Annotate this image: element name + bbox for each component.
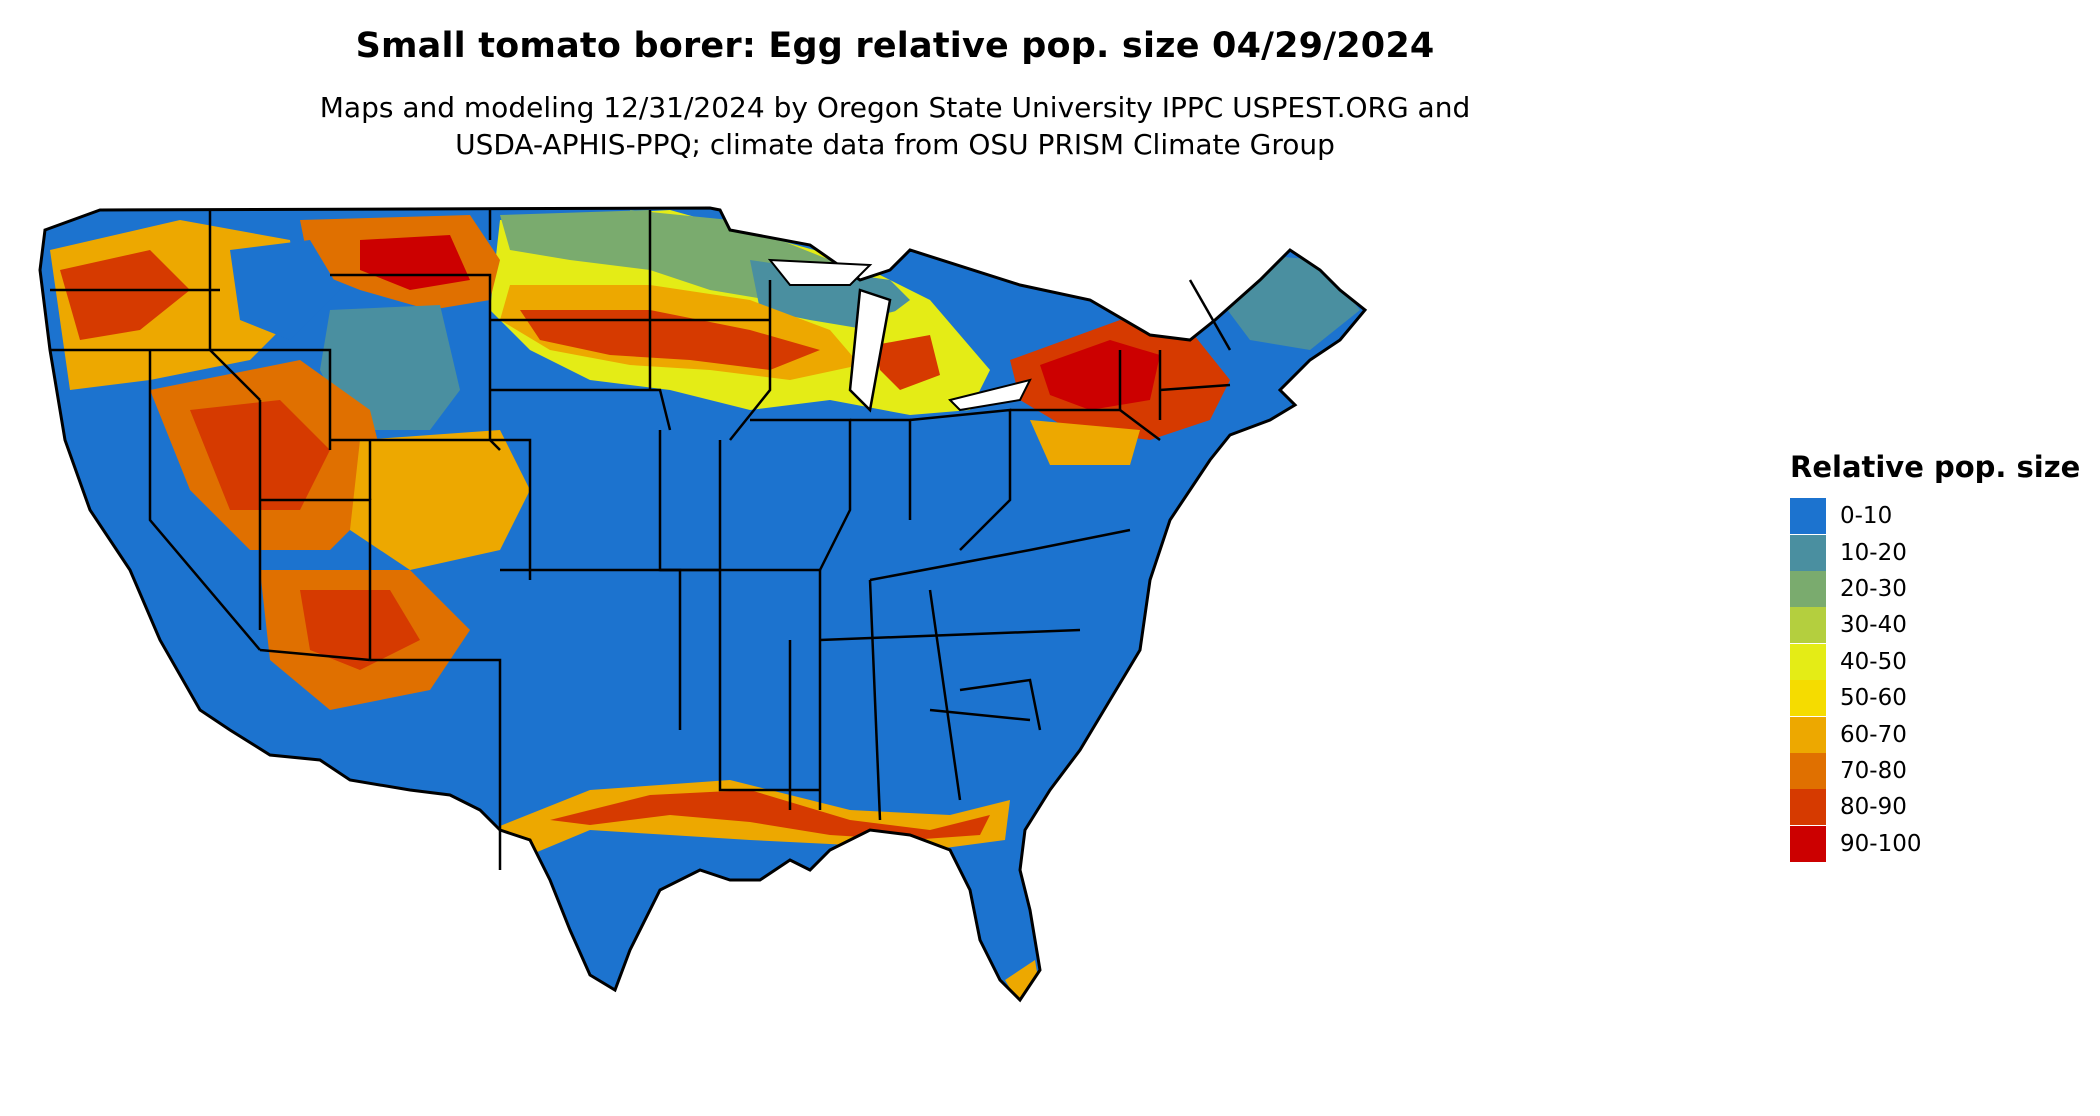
- zone-pa-orange: [1030, 420, 1140, 465]
- legend-swatch: [1790, 534, 1826, 571]
- subtitle-line-2: USDA-APHIS-PPQ; climate data from OSU PR…: [455, 128, 1335, 161]
- map-title: Small tomato borer: Egg relative pop. si…: [355, 26, 1435, 66]
- legend-label: 20-30: [1840, 575, 1907, 602]
- legend-label: 60-70: [1840, 721, 1907, 748]
- legend-swatch: [1790, 680, 1826, 717]
- legend-item: 30-40: [1790, 607, 2080, 644]
- legend-label: 50-60: [1840, 685, 1907, 712]
- zone-gulf-red: [550, 790, 990, 840]
- legend-swatch: [1790, 643, 1826, 680]
- map-subtitle: Maps and modeling 12/31/2024 by Oregon S…: [0, 89, 1790, 163]
- zone-colorado-plateau: [350, 430, 530, 570]
- legend-item: 50-60: [1790, 680, 2080, 717]
- us-outline: [38, 206, 1368, 1003]
- legend-label: 70-80: [1840, 757, 1907, 784]
- legend-label: 30-40: [1840, 612, 1907, 639]
- legend-item: 20-30: [1790, 570, 2080, 607]
- legend-swatch: [1790, 716, 1826, 753]
- legend-item: 10-20: [1790, 534, 2080, 571]
- zone-sw-red: [300, 590, 420, 670]
- legend-item: 0-10: [1790, 498, 2080, 535]
- legend-swatch: [1790, 825, 1826, 862]
- zone-wyoming-blue: [320, 305, 460, 430]
- legend-label: 10-20: [1840, 539, 1907, 566]
- legend-item: 80-90: [1790, 789, 2080, 826]
- legend-label: 40-50: [1840, 648, 1907, 675]
- zone-ny-core: [1040, 340, 1160, 410]
- zone-plains-red: [520, 310, 820, 370]
- legend-title: Relative pop. size: [1790, 450, 2081, 484]
- legend-label: 80-90: [1840, 794, 1907, 821]
- legend: Relative pop. size 0-10 10-20 20-30 30-40 40…: [1790, 450, 2080, 862]
- state-borders: [50, 210, 1232, 870]
- legend-items: 0-10 10-20 20-30 30-40 40-50 50-60 60-70 70-80 8…: [1790, 498, 2080, 862]
- legend-item: 90-100: [1790, 825, 2080, 862]
- legend-label: 90-100: [1840, 830, 1922, 857]
- legend-item: 40-50: [1790, 643, 2080, 680]
- legend-label: 0-10: [1840, 503, 1893, 530]
- zone-michigan-red: [875, 335, 940, 390]
- legend-swatch: [1790, 498, 1826, 535]
- subtitle-line-1: Maps and modeling 12/31/2024 by Oregon S…: [319, 91, 1471, 124]
- legend-swatch: [1790, 789, 1826, 826]
- lake-erie: [948, 378, 1032, 412]
- legend-swatch: [1790, 570, 1826, 607]
- legend-item: 70-80: [1790, 752, 2080, 789]
- lake-michigan: [848, 288, 892, 413]
- us-map: [38, 206, 1368, 1003]
- legend-swatch: [1790, 607, 1826, 644]
- legend-item: 60-70: [1790, 716, 2080, 753]
- legend-swatch: [1790, 752, 1826, 789]
- zone-idaho-blue: [230, 240, 340, 340]
- lake-superior: [767, 258, 873, 286]
- zone-pnw-red: [60, 250, 190, 340]
